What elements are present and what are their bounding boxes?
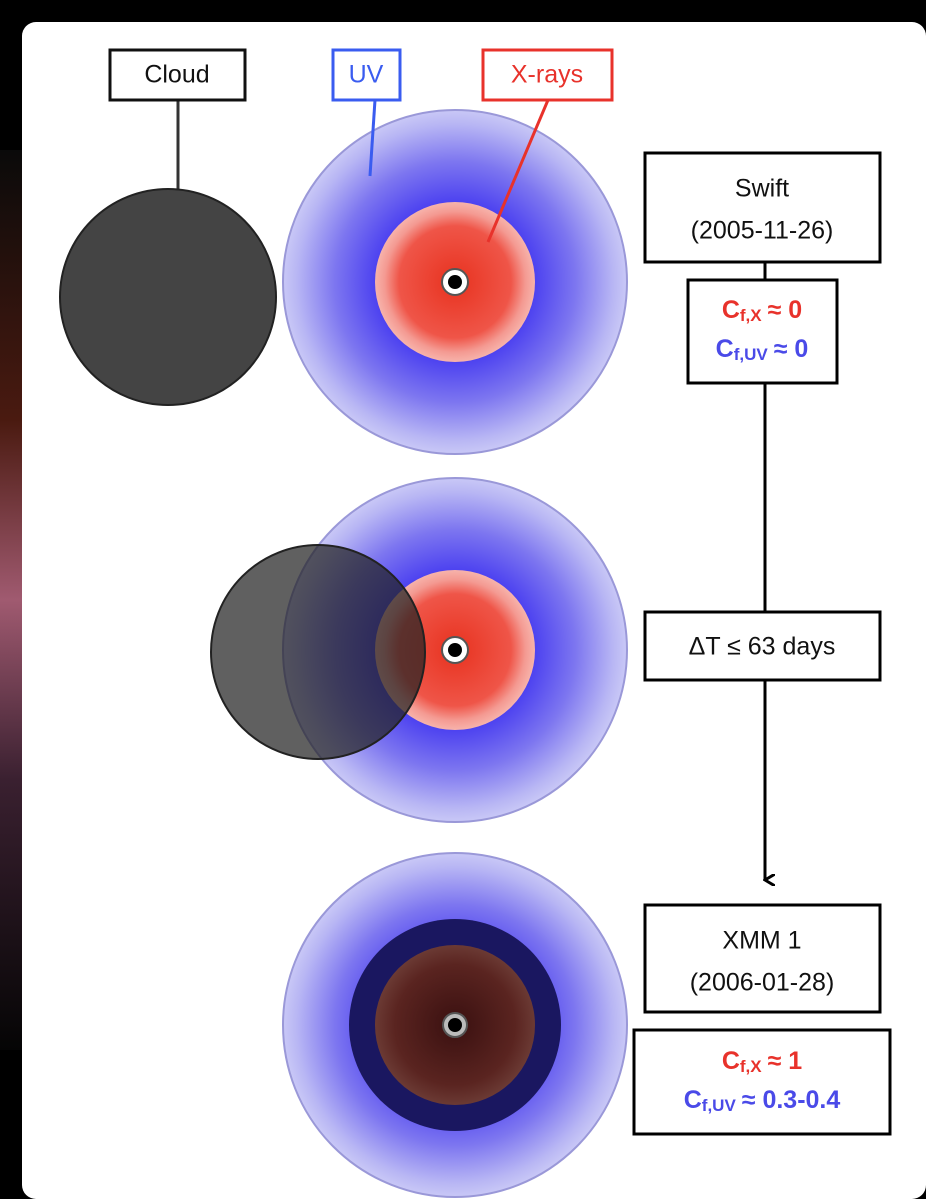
subscript: f,X — [740, 1057, 762, 1076]
subscript: f,X — [740, 306, 762, 325]
page: { "labels": {"cloud": "Cloud", "uv": "UV… — [0, 0, 926, 1199]
covering-box — [688, 280, 837, 383]
interval: ΔT ≤ 63 days — [689, 633, 836, 661]
cloud — [60, 189, 276, 405]
cloud-label: Cloud — [144, 61, 209, 89]
subscript: f,UV — [702, 1096, 737, 1115]
relation: ≈ 0 — [768, 296, 803, 324]
event-date: (2006-01-28) — [690, 969, 835, 997]
symbol: C — [716, 335, 734, 363]
relation: ≈ 1 — [768, 1047, 803, 1075]
symbol: C — [722, 1047, 740, 1075]
relation: ≈ 0 — [774, 335, 809, 363]
uv-label: UV — [349, 61, 384, 89]
cloud — [211, 545, 425, 759]
symbol: C — [722, 296, 740, 324]
subscript: f,UV — [734, 345, 769, 364]
black-hole — [448, 643, 462, 657]
event-title: Swift — [735, 175, 789, 203]
covering-box — [634, 1030, 890, 1134]
diagram: Cloud UV X-rays Swift (200 — [0, 0, 926, 1199]
event-title: XMM 1 — [722, 927, 801, 955]
event-box — [645, 153, 880, 262]
black-hole — [448, 275, 462, 289]
stage-3 — [283, 853, 627, 1197]
relation: ≈ 0.3-0.4 — [742, 1086, 841, 1114]
symbol: C — [684, 1086, 702, 1114]
event-date: (2005-11-26) — [691, 217, 834, 245]
xrays-label: X-rays — [511, 61, 583, 89]
black-hole — [448, 1018, 462, 1032]
